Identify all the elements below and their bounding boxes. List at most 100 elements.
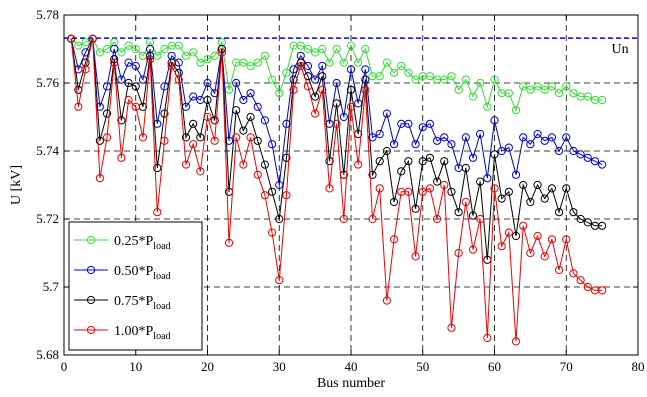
data-point bbox=[232, 133, 241, 142]
data-point bbox=[74, 41, 83, 50]
data-point bbox=[454, 248, 463, 258]
data-point bbox=[562, 184, 571, 193]
data-point bbox=[253, 136, 262, 145]
data-point bbox=[547, 184, 557, 193]
data-point bbox=[375, 184, 384, 193]
data-point bbox=[339, 58, 348, 67]
data-point bbox=[411, 204, 420, 213]
data-point bbox=[210, 136, 219, 145]
data-point bbox=[389, 140, 399, 149]
data-point bbox=[267, 75, 277, 84]
legend-marker bbox=[86, 325, 96, 335]
data-point bbox=[88, 34, 97, 43]
data-point bbox=[239, 126, 248, 135]
data-point bbox=[461, 197, 470, 207]
data-point bbox=[267, 228, 277, 237]
data-point bbox=[382, 146, 391, 156]
y-tick-label: 5.74 bbox=[36, 143, 59, 158]
data-point bbox=[289, 65, 298, 74]
data-point bbox=[404, 68, 413, 77]
y-tick-label: 5.72 bbox=[36, 211, 59, 226]
data-point bbox=[554, 146, 564, 156]
data-point bbox=[483, 333, 492, 343]
data-point bbox=[389, 68, 399, 77]
data-point bbox=[189, 92, 198, 101]
data-point bbox=[519, 180, 528, 190]
data-point bbox=[260, 160, 269, 169]
data-point bbox=[239, 95, 248, 105]
data-point bbox=[519, 133, 528, 142]
data-point bbox=[483, 102, 492, 111]
data-point bbox=[239, 160, 248, 169]
data-point bbox=[418, 157, 427, 166]
data-point bbox=[569, 89, 578, 98]
data-point bbox=[433, 136, 442, 145]
data-point bbox=[81, 65, 90, 74]
data-point bbox=[131, 102, 140, 111]
data-point bbox=[138, 133, 148, 142]
data-point bbox=[160, 136, 169, 145]
data-point bbox=[490, 150, 499, 159]
data-point bbox=[296, 61, 305, 71]
data-point bbox=[325, 184, 334, 193]
data-point bbox=[246, 61, 255, 71]
data-point bbox=[332, 119, 341, 128]
data-point bbox=[246, 89, 255, 98]
data-point bbox=[511, 231, 521, 241]
data-point bbox=[181, 51, 191, 60]
data-point bbox=[354, 58, 363, 67]
data-point bbox=[411, 75, 420, 84]
data-point bbox=[382, 58, 391, 67]
data-point bbox=[318, 61, 327, 71]
data-point bbox=[303, 44, 313, 54]
data-point bbox=[289, 85, 298, 94]
data-point bbox=[569, 146, 578, 156]
data-point bbox=[260, 116, 269, 125]
legend-marker bbox=[86, 235, 96, 245]
data-point bbox=[296, 41, 305, 50]
data-point bbox=[554, 208, 564, 217]
data-point bbox=[275, 276, 284, 285]
data-point bbox=[583, 282, 592, 292]
data-point bbox=[253, 170, 262, 179]
data-point bbox=[146, 55, 155, 64]
data-point bbox=[447, 140, 456, 149]
data-point bbox=[547, 133, 557, 142]
data-point bbox=[454, 85, 463, 94]
data-point bbox=[440, 157, 449, 166]
data-point bbox=[117, 116, 126, 125]
data-point bbox=[504, 187, 513, 196]
data-point bbox=[583, 153, 592, 162]
data-point bbox=[468, 245, 478, 254]
data-point bbox=[189, 140, 198, 149]
data-point bbox=[425, 153, 435, 162]
data-point bbox=[562, 235, 571, 244]
data-point bbox=[311, 109, 320, 118]
y-tick-label: 5.7 bbox=[43, 279, 60, 294]
data-point bbox=[196, 133, 205, 142]
data-point bbox=[461, 75, 470, 84]
data-point bbox=[282, 68, 291, 77]
data-point bbox=[325, 58, 334, 67]
data-point bbox=[253, 58, 262, 67]
data-point bbox=[267, 140, 277, 149]
data-point bbox=[404, 119, 413, 128]
data-point bbox=[576, 214, 585, 224]
data-point bbox=[332, 78, 341, 88]
data-point bbox=[569, 269, 578, 278]
data-point bbox=[468, 153, 478, 162]
reference-line-label: Un bbox=[612, 42, 629, 57]
data-point bbox=[389, 197, 399, 207]
data-point bbox=[576, 150, 585, 159]
data-point bbox=[368, 170, 377, 179]
data-point bbox=[117, 48, 126, 57]
data-point bbox=[454, 208, 463, 217]
data-point bbox=[174, 75, 183, 84]
data-point bbox=[598, 95, 607, 105]
data-point bbox=[117, 153, 126, 162]
data-point bbox=[232, 78, 241, 88]
data-point bbox=[318, 44, 327, 54]
data-point bbox=[217, 48, 226, 57]
data-point bbox=[232, 106, 241, 115]
data-point bbox=[397, 61, 406, 71]
